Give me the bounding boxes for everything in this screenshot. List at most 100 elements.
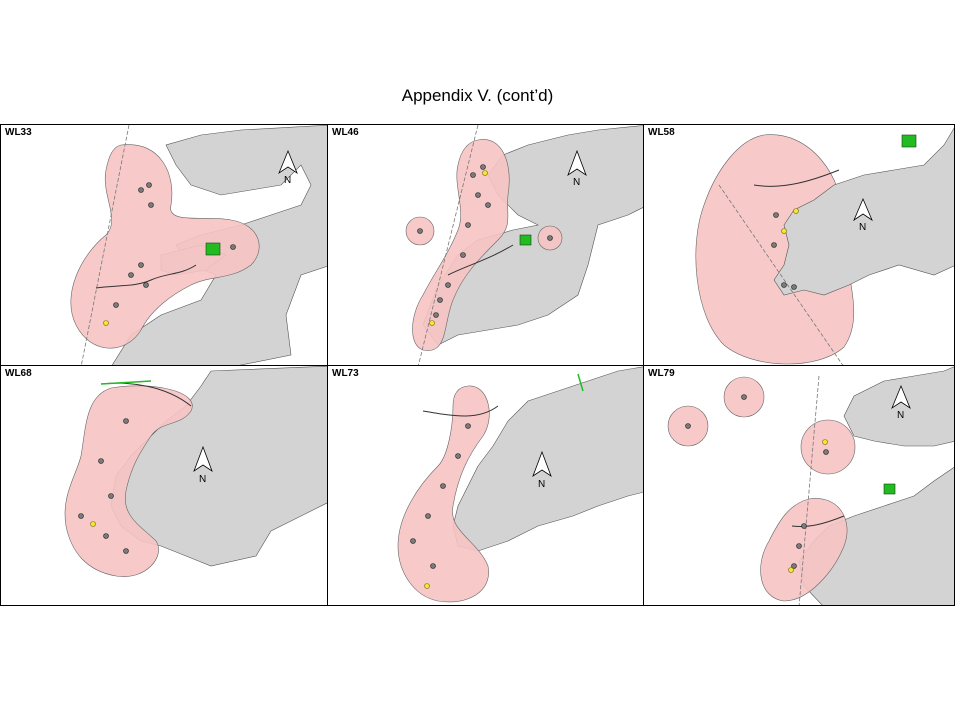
- location-point: [475, 192, 481, 198]
- north-label: N: [199, 474, 207, 485]
- page-title: Appendix V. (cont’d): [401, 86, 554, 105]
- location-point: [425, 513, 431, 519]
- north-arrow: [193, 445, 213, 473]
- location-point: [791, 563, 797, 569]
- track-line: [577, 373, 584, 392]
- panel-label: WL73: [332, 368, 359, 379]
- north-label: N: [284, 175, 292, 186]
- location-point: [773, 212, 779, 218]
- location-points: [410, 423, 471, 569]
- location-point: [485, 202, 491, 208]
- panel-label: WL79: [648, 368, 675, 379]
- capture-point: [482, 170, 488, 176]
- track-line: [447, 244, 514, 276]
- location-point: [480, 164, 486, 170]
- location-point: [410, 538, 416, 544]
- map-grid: WL33 N WL46 N: [0, 124, 955, 606]
- location-point: [470, 172, 476, 178]
- panel-label: WL68: [5, 368, 32, 379]
- map-wl46: [405, 125, 643, 365]
- map-panel-wl73: WL73 N: [327, 365, 644, 606]
- location-points: [113, 182, 236, 308]
- north-arrow: [567, 149, 587, 177]
- location-point: [455, 453, 461, 459]
- location-point: [430, 563, 436, 569]
- boundary-line: [80, 125, 130, 365]
- capture-point: [429, 320, 435, 326]
- map-panel-wl46: WL46 N: [327, 124, 644, 366]
- location-point: [440, 483, 446, 489]
- capture-point: [103, 320, 109, 326]
- location-point: [781, 282, 787, 288]
- panel-label: WL33: [5, 127, 32, 138]
- north-label: N: [859, 222, 867, 233]
- location-points: [78, 418, 129, 554]
- capture-point: [424, 583, 430, 589]
- map-wl58: [695, 127, 954, 365]
- location-point: [445, 282, 451, 288]
- protected-area: [205, 242, 221, 256]
- map-wl73: [397, 366, 643, 603]
- location-point: [98, 458, 104, 464]
- location-point: [465, 423, 471, 429]
- location-point: [685, 423, 691, 429]
- capture-point: [793, 208, 799, 214]
- location-point: [230, 244, 236, 250]
- north-arrow: [532, 450, 552, 478]
- location-point: [108, 493, 114, 499]
- location-point: [801, 523, 807, 529]
- location-point: [138, 187, 144, 193]
- home-range: [397, 385, 490, 603]
- location-point: [143, 282, 149, 288]
- land-mass: [452, 366, 643, 552]
- track-line: [100, 380, 152, 385]
- location-point: [437, 297, 443, 303]
- boundary-line: [718, 184, 844, 365]
- location-point: [128, 272, 134, 278]
- location-point: [796, 543, 802, 549]
- capture-point: [781, 228, 787, 234]
- location-point: [146, 182, 152, 188]
- location-points: [685, 394, 829, 569]
- capture-point: [822, 439, 828, 445]
- track-line: [422, 405, 499, 417]
- track-line: [791, 515, 845, 527]
- location-point: [123, 548, 129, 554]
- boundary-line: [418, 125, 479, 365]
- location-point: [113, 302, 119, 308]
- home-range: [412, 139, 510, 351]
- north-arrow: [853, 197, 873, 222]
- location-point: [148, 202, 154, 208]
- location-point: [103, 533, 109, 539]
- track-line: [753, 169, 840, 187]
- north-label: N: [897, 410, 905, 421]
- location-points: [771, 212, 797, 290]
- location-point: [123, 418, 129, 424]
- map-wl68: [64, 366, 327, 577]
- location-point: [433, 312, 439, 318]
- location-point: [460, 252, 466, 258]
- map-panel-wl33: WL33 N: [0, 124, 328, 366]
- location-points: [417, 164, 553, 318]
- protected-area: [901, 134, 917, 148]
- protected-area: [883, 483, 896, 495]
- location-point: [465, 222, 471, 228]
- map-wl33: [70, 125, 327, 365]
- home-range: [800, 419, 856, 475]
- location-point: [547, 235, 553, 241]
- location-point: [417, 228, 423, 234]
- location-point: [78, 513, 84, 519]
- home-range: [64, 385, 193, 577]
- location-point: [138, 262, 144, 268]
- location-point: [741, 394, 747, 400]
- capture-point: [90, 521, 96, 527]
- location-point: [823, 449, 829, 455]
- home-range: [70, 144, 260, 349]
- location-point: [771, 242, 777, 248]
- north-arrow: [891, 384, 911, 410]
- map-panel-wl58: WL58 N: [643, 124, 955, 366]
- north-label: N: [573, 177, 581, 188]
- boundary-line: [798, 375, 820, 605]
- map-wl79: [667, 366, 954, 605]
- capture-point: [788, 567, 794, 573]
